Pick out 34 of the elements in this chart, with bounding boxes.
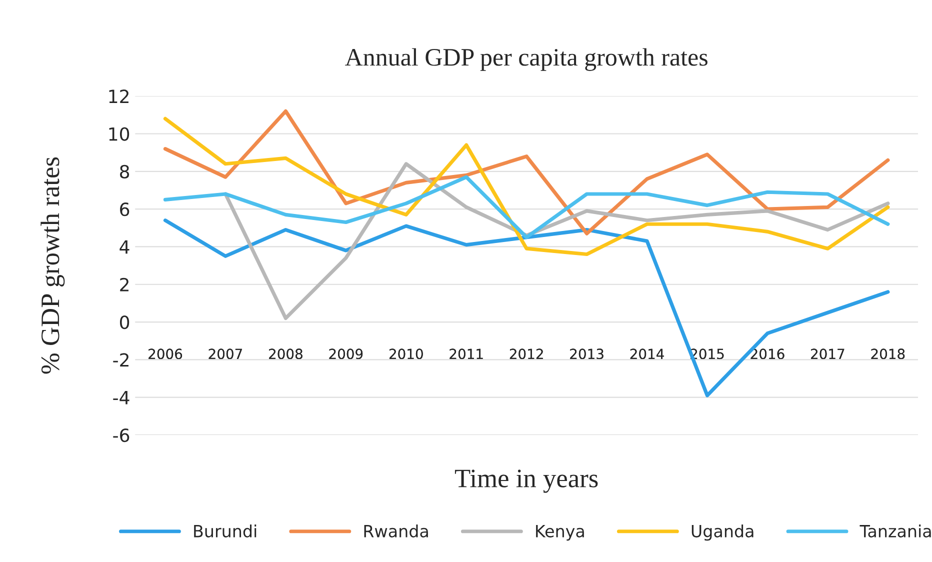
x-tick-label: 2018 [871,348,905,360]
line-series [163,175,890,240]
chart-title: Annual GDP per capita growth rates [345,48,708,71]
x-tick-label: 2010 [389,348,423,360]
x-tick-label: 2014 [630,348,664,360]
y-tick-label: 6 [120,202,130,216]
x-tick-label: 2009 [329,348,363,360]
y-tick-label: 8 [120,164,130,179]
x-tick-label: 2011 [450,348,483,360]
y-tick-label: -6 [113,428,130,442]
y-axis-title: % GDP growth rates [40,157,65,374]
y-tick-label: 0 [120,315,130,330]
x-tick-label: 2012 [510,348,543,360]
x-tick-label: 2017 [811,348,844,360]
y-tick-label: 2 [120,278,128,292]
legend-label: Burundi [194,524,256,538]
legend-label: Kenya [536,525,584,541]
y-tick-label: 10 [109,127,130,141]
x-tick-label: 2006 [148,348,182,360]
y-tick-label: 4 [120,240,130,254]
x-tick-label: 2007 [208,348,242,360]
legend-label: Rwanda [364,524,428,538]
y-tick-label: 12 [109,90,128,103]
y-tick-label: -2 [113,353,128,367]
x-tick-label: 2016 [750,348,784,360]
x-tick-label: 2013 [570,348,604,360]
x-axis-title: Time in years [454,470,598,493]
x-tick-label: 2008 [269,348,302,360]
line-series [163,109,890,236]
y-tick-label: -4 [113,391,130,404]
line-series [224,162,890,320]
legend-label: Uganda [692,524,754,541]
legend-label: Tanzania [860,524,931,538]
line-series [163,116,890,256]
